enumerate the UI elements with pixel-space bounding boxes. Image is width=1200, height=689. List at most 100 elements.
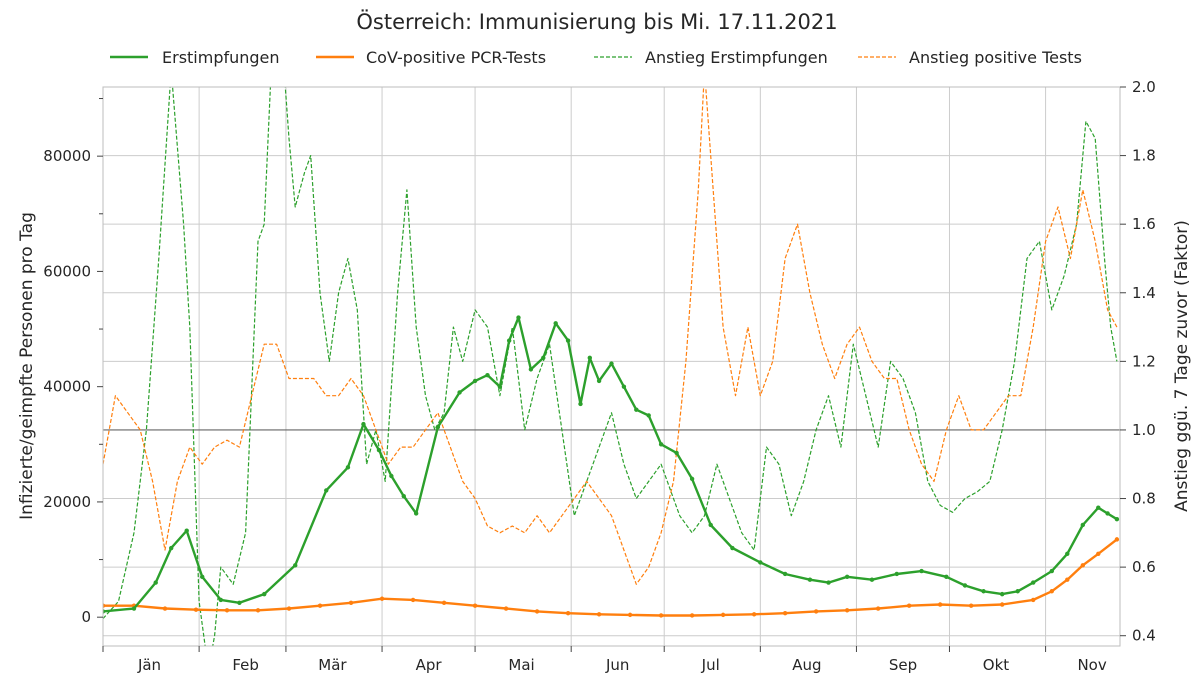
x-tick-label: Nov (1077, 656, 1106, 674)
data-point (565, 338, 571, 343)
data-point (1015, 589, 1020, 594)
data-point (553, 321, 558, 326)
data-point (1030, 597, 1036, 603)
data-point (919, 568, 924, 574)
data-point (813, 609, 819, 614)
data-point (255, 608, 261, 613)
x-tick-label: Okt (983, 656, 1009, 674)
data-point (937, 602, 943, 607)
data-point (237, 600, 242, 605)
data-point (999, 602, 1005, 607)
plot-frame (102, 86, 1121, 647)
legend: Erstimpfungen CoV-positive PCR-Tests Ans… (110, 48, 1082, 67)
y-tick-label-right: 0.8 (1132, 490, 1156, 508)
series-line-anstieg-positive-tests (103, 87, 1118, 585)
y-tick-label-left: 0 (81, 608, 91, 626)
data-point (286, 606, 292, 611)
data-point (1065, 577, 1070, 582)
data-point (162, 606, 168, 611)
data-point (730, 545, 735, 551)
data-point (634, 407, 639, 412)
data-point (944, 574, 949, 580)
data-point (565, 610, 571, 616)
data-point (894, 571, 899, 577)
y-tick-label-left: 20000 (43, 493, 91, 511)
data-point (1114, 517, 1120, 522)
data-point (169, 545, 174, 551)
data-point (758, 560, 763, 565)
data-point (720, 612, 726, 618)
data-point (528, 367, 534, 372)
data-point (193, 607, 199, 612)
data-point (646, 413, 651, 418)
data-point (324, 488, 329, 493)
legend-label-erstimpfungen: Erstimpfungen (162, 48, 280, 67)
x-axis: Jän Feb Mär Apr Mai Jun Jul Aug Sep Okt Nov (102, 646, 1107, 674)
data-point (1114, 537, 1120, 542)
data-point (621, 384, 627, 389)
data-point (472, 603, 478, 608)
series-line-anstieg-erstimpfungen (103, 87, 1118, 646)
y-tick-label-right: 1.0 (1132, 421, 1156, 439)
x-tick-label: Mai (508, 656, 534, 674)
y-tick-label-right: 2.0 (1132, 78, 1156, 96)
data-point (807, 577, 813, 582)
data-point (596, 612, 602, 617)
data-point (627, 612, 633, 618)
x-tick-label: Aug (792, 656, 821, 674)
x-tick-label: Feb (232, 656, 259, 674)
data-point (751, 612, 757, 617)
series-line-erstimpfungen (103, 316, 1118, 613)
legend-label-positive-tests: CoV-positive PCR-Tests (366, 48, 546, 67)
data-point (389, 473, 394, 479)
data-point (1096, 505, 1101, 510)
data-point (906, 603, 912, 608)
data-point (472, 378, 478, 384)
data-point (596, 378, 602, 384)
data-point (131, 606, 137, 611)
data-point (361, 421, 366, 427)
x-tick-label: Jän (137, 656, 161, 674)
legend-label-anstieg-tests: Anstieg positive Tests (909, 48, 1082, 67)
y-axis-label-left: Infizierte/geimpfte Personen pro Tag (17, 212, 37, 520)
data-point (541, 355, 546, 361)
chart-title: Österreich: Immunisierung bis Mi. 17.11.… (356, 9, 837, 34)
data-point (658, 613, 664, 618)
data-point (981, 589, 986, 594)
data-point (782, 571, 788, 577)
data-point (153, 580, 158, 585)
data-point (218, 597, 224, 603)
data-point (658, 442, 664, 447)
y-tick-label-right: 0.4 (1132, 627, 1156, 645)
y-tick-label-right: 1.2 (1132, 352, 1156, 370)
x-tick-label: Mär (318, 656, 347, 674)
data-point (844, 574, 850, 580)
legend-label-anstieg-erstimpfungen: Anstieg Erstimpfungen (645, 48, 828, 67)
x-tick-label: Jun (605, 656, 629, 674)
data-point (317, 603, 323, 608)
data-point (826, 580, 831, 585)
data-point (262, 591, 267, 597)
y-tick-label-right: 1.8 (1132, 147, 1156, 165)
data-point (435, 424, 441, 430)
data-point (1049, 589, 1054, 594)
y-axis-left: 0 20000 40000 60000 80000 (43, 98, 103, 626)
data-point (1049, 568, 1054, 574)
y-tick-label-left: 40000 (43, 378, 91, 396)
data-point (413, 511, 419, 516)
y-tick-label-left: 60000 (43, 262, 91, 280)
data-point (587, 355, 592, 361)
data-point (1080, 522, 1085, 528)
data-point (506, 338, 512, 343)
data-point (1030, 580, 1036, 585)
series-line-cov-positive-pcr-tests (103, 538, 1118, 617)
data-point (410, 597, 416, 603)
data-point (184, 528, 189, 533)
data-point (689, 476, 695, 482)
data-point (503, 606, 509, 611)
data-point (379, 596, 385, 601)
data-point (103, 603, 106, 608)
x-tick-label: Jul (701, 656, 720, 674)
data-point (962, 583, 968, 588)
